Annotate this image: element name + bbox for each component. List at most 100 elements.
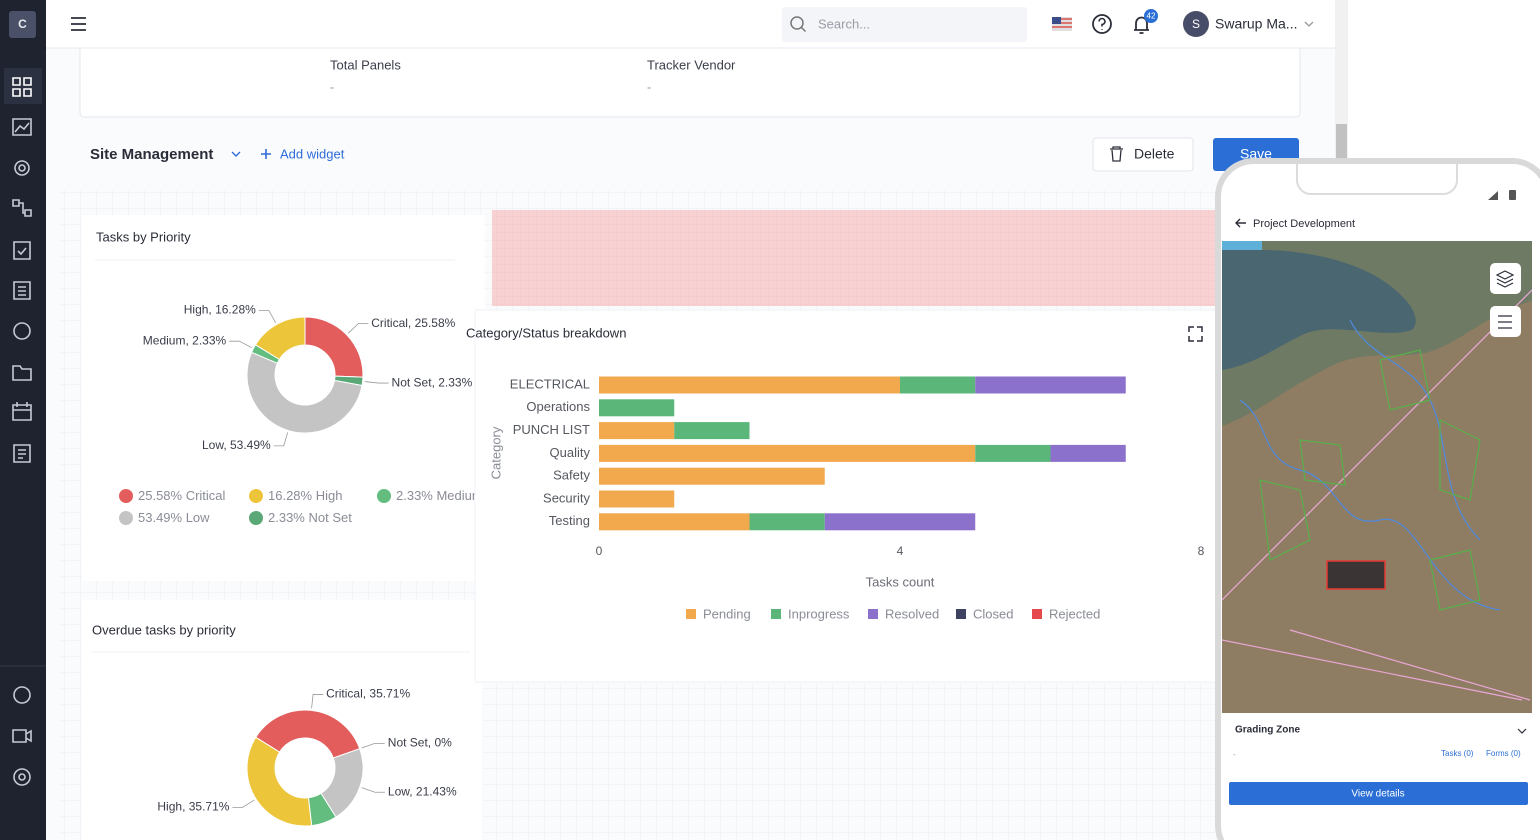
- nav-files[interactable]: [12, 365, 32, 381]
- y-tick-label: Testing: [549, 513, 590, 528]
- map-parcels[interactable]: [1259, 349, 1481, 611]
- legend-swatch: [119, 511, 133, 525]
- donut-slice: [246, 351, 363, 434]
- menu-button[interactable]: [71, 17, 86, 31]
- nav-video[interactable]: [12, 729, 32, 743]
- logo-letter[interactable]: C: [18, 17, 27, 31]
- delete-label[interactable]: Delete: [1134, 146, 1175, 162]
- x-tick-label: 8: [1198, 544, 1205, 558]
- nav-forms[interactable]: [13, 281, 31, 300]
- user-initial[interactable]: S: [1192, 17, 1200, 31]
- dashboard-select[interactable]: Site Management: [90, 146, 213, 163]
- data-label: Low, 53.49%: [202, 438, 271, 452]
- view-details-button[interactable]: [1229, 782, 1528, 805]
- filter-icon[interactable]: [1498, 315, 1512, 329]
- nav-settings[interactable]: [14, 160, 30, 176]
- data-label: Not Set, 2.33%: [392, 375, 473, 389]
- help-glyph[interactable]: [1098, 17, 1106, 30]
- donut-slice: [255, 709, 361, 759]
- legend-swatch: [1032, 609, 1042, 619]
- tasks-link[interactable]: Tasks (0): [1441, 749, 1474, 758]
- top-bar: [46, 0, 1335, 48]
- y-tick-label: Safety: [553, 468, 590, 483]
- expand-icon[interactable]: [1188, 326, 1203, 342]
- user-name[interactable]: Swarup Ma...: [1215, 16, 1297, 32]
- donut-slice: [254, 316, 306, 361]
- bar-segment: [975, 444, 1051, 462]
- map[interactable]: [1222, 241, 1532, 713]
- zone-name: Grading Zone: [1235, 725, 1300, 736]
- legend-swatch: [956, 609, 966, 619]
- map-lake[interactable]: [1222, 250, 1416, 370]
- data-label: High, 16.28%: [184, 303, 256, 317]
- legend-swatch: [686, 609, 696, 619]
- forms-link[interactable]: Forms (0): [1486, 749, 1521, 758]
- bar-segment: [599, 399, 675, 417]
- map-lines[interactable]: [1222, 289, 1532, 701]
- sidebar-icons: [0, 77, 46, 786]
- bar-segment: [674, 422, 750, 440]
- bar-segment: [824, 513, 976, 531]
- sidebar-active: [4, 68, 42, 104]
- nav-help[interactable]: [13, 686, 31, 704]
- user-menu-chevron[interactable]: [1304, 21, 1314, 27]
- search-box[interactable]: [782, 7, 1027, 42]
- legend-swatch: [249, 511, 263, 525]
- zone-chevron[interactable]: [1517, 728, 1527, 734]
- field-label: Total Panels: [330, 57, 401, 72]
- save-label[interactable]: Save: [1240, 146, 1272, 162]
- notification-count[interactable]: 42: [1147, 12, 1156, 21]
- nav-chat[interactable]: [13, 322, 31, 340]
- mobile-title: Project Development: [1253, 218, 1355, 230]
- label-leader: [361, 787, 385, 793]
- chart-title: Overdue tasks by priority: [92, 622, 236, 637]
- legend-label: 25.58% Critical: [138, 488, 226, 503]
- donut-hole: [275, 345, 335, 405]
- notifications-button[interactable]: [1134, 16, 1149, 34]
- legend-label: Resolved: [885, 606, 939, 621]
- nav-settings[interactable]: [18, 164, 26, 172]
- label-leader: [361, 742, 385, 749]
- legend-swatch: [377, 489, 391, 503]
- notification-badge[interactable]: [1144, 9, 1158, 23]
- bar-segment: [599, 376, 900, 394]
- scroll-thumb[interactable]: [1336, 124, 1347, 164]
- x-tick-label: 4: [897, 544, 904, 558]
- nav-workflow[interactable]: [12, 199, 32, 217]
- bar-segment: [900, 376, 976, 394]
- label-leader: [273, 432, 289, 447]
- data-label: High, 35.71%: [157, 800, 229, 814]
- nav-dashboard[interactable]: [12, 77, 32, 97]
- nav-reports[interactable]: [13, 444, 31, 463]
- delete-button[interactable]: [1092, 137, 1194, 172]
- help-button[interactable]: [1092, 14, 1112, 34]
- label-leader: [258, 310, 276, 323]
- legend-label: 2.33% Not Set: [268, 510, 352, 525]
- nav-preferences[interactable]: [13, 768, 31, 786]
- add-icon[interactable]: [261, 149, 271, 159]
- x-tick-label: 0: [596, 544, 603, 558]
- battery-icon: [1509, 190, 1516, 200]
- add-widget[interactable]: Add widget: [280, 146, 345, 161]
- nav-tasks[interactable]: [13, 241, 31, 260]
- dropdown-chevron[interactable]: [231, 151, 241, 157]
- layers-icon[interactable]: [1495, 270, 1515, 288]
- map-selected-zone[interactable]: [1326, 560, 1386, 590]
- logo[interactable]: [9, 11, 36, 38]
- user-avatar[interactable]: [1183, 11, 1209, 37]
- nav-preferences[interactable]: [18, 773, 26, 781]
- back-button[interactable]: [1235, 218, 1246, 228]
- flag-canton[interactable]: [1052, 17, 1061, 24]
- nav-analytics[interactable]: [12, 118, 32, 136]
- y-tick-label: Operations: [526, 399, 590, 414]
- trash-icon[interactable]: [1110, 146, 1123, 162]
- data-label: Medium, 2.33%: [143, 333, 227, 347]
- field-label: Tracker Vendor: [647, 57, 736, 72]
- view-details-label[interactable]: View details: [1351, 789, 1404, 800]
- label-leader: [347, 323, 369, 334]
- nav-calendar[interactable]: [12, 402, 32, 421]
- search-placeholder[interactable]: Search...: [818, 16, 870, 31]
- language-flag[interactable]: [1052, 17, 1072, 31]
